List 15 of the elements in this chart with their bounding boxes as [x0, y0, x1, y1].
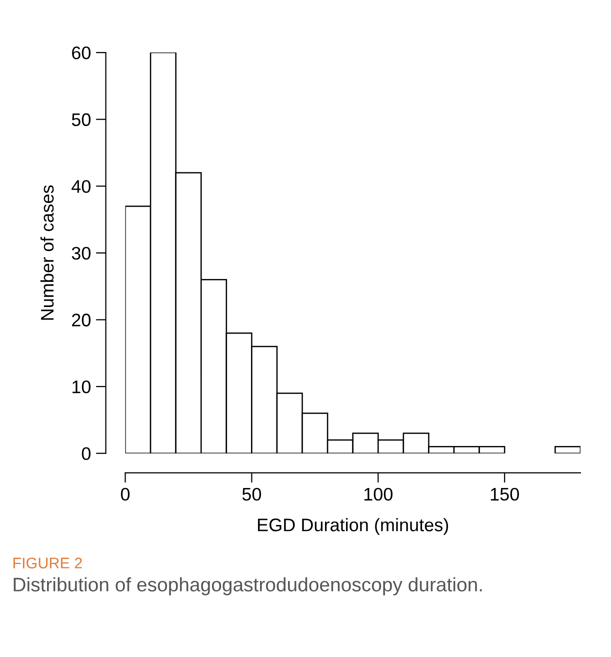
- y-tick-label: 20: [72, 314, 91, 326]
- y-tick-label: 0: [82, 447, 91, 460]
- x-axis-title: EGD Duration (minutes): [258, 518, 448, 535]
- x-tick-label: 0: [120, 488, 130, 501]
- x-tick-label: 150: [490, 488, 519, 501]
- y-axis-title: Number of cases: [40, 185, 54, 320]
- y-tick-label: 40: [72, 180, 91, 193]
- y-tick-label: 50: [72, 113, 91, 126]
- x-tick-label: 100: [364, 488, 392, 501]
- y-tick-label: 60: [72, 46, 91, 60]
- caption: FIGURE 2: [13, 558, 82, 568]
- text: Distribution of esophagogastrodudoenoscopy duration.: [14, 577, 482, 596]
- y-tick-label: 10: [72, 380, 91, 394]
- y-tick-label: 30: [72, 246, 91, 260]
- x-tick-label: 50: [242, 488, 262, 501]
